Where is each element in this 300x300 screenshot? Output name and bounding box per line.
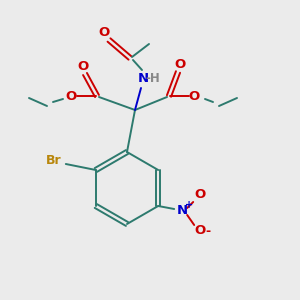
Text: N: N <box>137 71 148 85</box>
Text: O: O <box>65 91 76 103</box>
Text: O: O <box>195 224 206 238</box>
Text: O: O <box>174 58 186 70</box>
Text: Br: Br <box>46 154 62 167</box>
Text: O: O <box>188 91 200 103</box>
Text: +: + <box>185 200 193 210</box>
Text: N: N <box>177 205 188 218</box>
Text: O: O <box>77 59 88 73</box>
Text: -H: -H <box>146 71 160 85</box>
Text: O: O <box>195 188 206 202</box>
Text: -: - <box>206 224 211 238</box>
Text: O: O <box>98 26 110 40</box>
